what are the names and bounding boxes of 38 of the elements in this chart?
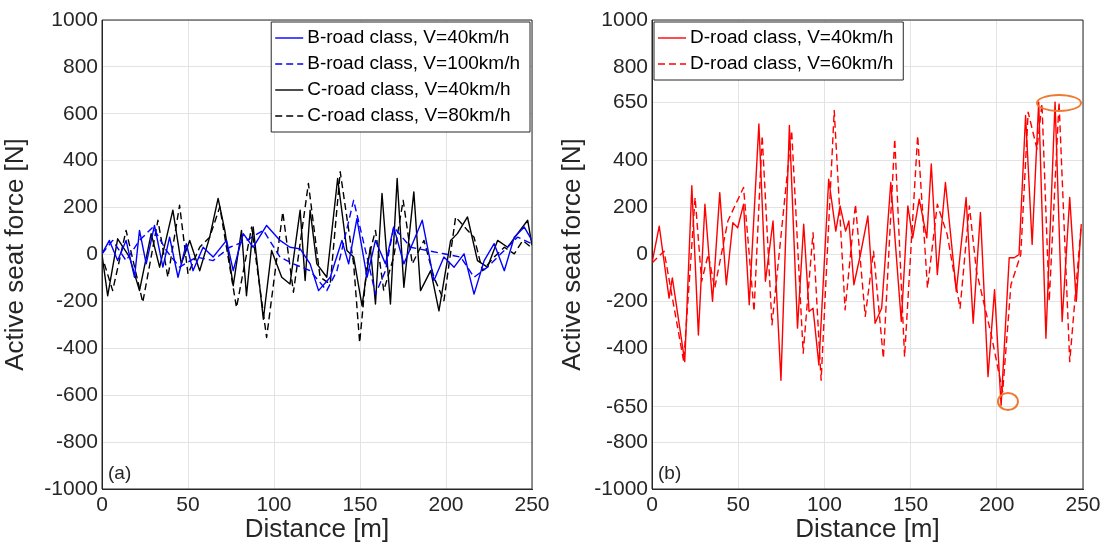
y-axis-title: Active seat force [N] [0,138,29,371]
legend-label: B-road class, V=100km/h [307,52,520,74]
annotation: (b) [658,461,682,483]
y-tick-label: -400 [605,335,648,359]
y-axis-title: Active seat force [N] [555,138,586,371]
y-tick-label: -800 [55,428,98,452]
y-tick-label: 650 [612,88,648,112]
y-tick-label: -200 [605,288,648,312]
y-tick-label: -200 [55,288,98,312]
annotation: (a) [108,461,132,483]
y-tick-label: -650 [605,393,648,417]
legend-label: D-road class, V=60km/h [690,52,894,74]
x-tick-label: 200 [428,492,464,516]
x-tick-label: 50 [176,492,200,516]
x-tick-label: 200 [979,492,1015,516]
y-tick-label: -600 [55,382,98,405]
legend-label: D-road class, V=40km/h [690,26,894,48]
legend-label: C-road class, V=80km/h [307,104,511,126]
legend-label: B-road class, V=40km/h [307,26,510,48]
y-tick-label: 1000 [51,6,98,30]
y-tick-label: 200 [62,194,98,218]
y-tick-label: 600 [62,100,98,124]
y-tick-label: 800 [62,53,98,77]
y-tick-label: -800 [605,428,648,452]
y-tick-label: 1000 [601,6,648,30]
x-tick-label: 250 [1065,492,1101,516]
y-tick-label: -400 [55,335,98,359]
y-tick-label: 800 [612,53,648,77]
x-tick-label: 50 [726,492,750,516]
y-tick-label: 400 [62,147,98,171]
legend-label: C-road class, V=40km/h [307,78,511,100]
y-tick-label: 200 [612,194,648,218]
y-tick-label: 400 [612,147,648,171]
y-tick-label: -1000 [44,475,98,499]
y-tick-label: 0 [86,241,98,265]
x-tick-label: 250 [514,492,550,516]
y-tick-label: -1000 [594,475,648,499]
y-tick-label: 0 [636,241,648,265]
